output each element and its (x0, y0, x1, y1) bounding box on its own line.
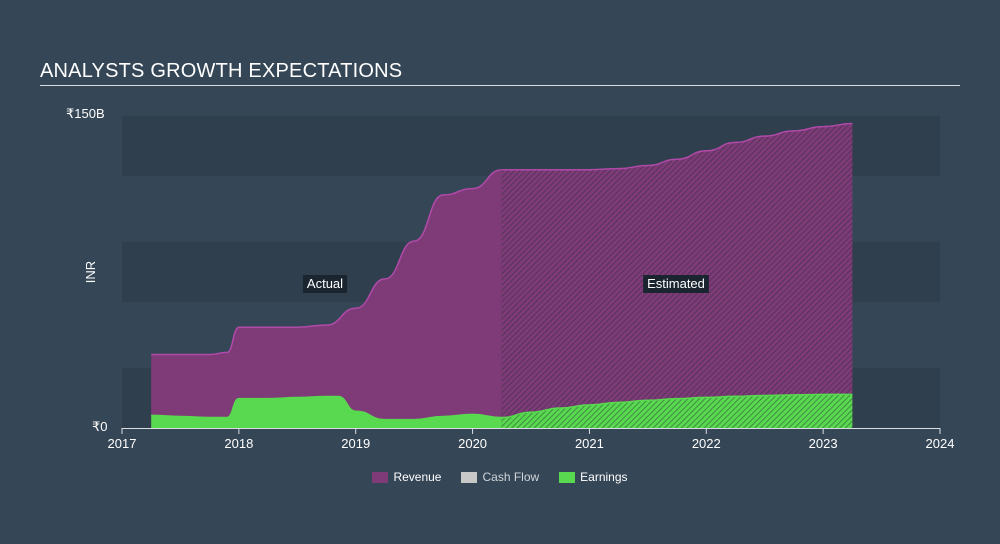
y-axis-label: INR (83, 261, 98, 283)
x-tick-label-2018: 2018 (224, 436, 253, 451)
title-divider (40, 85, 960, 86)
x-tick-label-2024: 2024 (926, 436, 955, 451)
x-axis: 2017 2018 2019 2020 2021 2022 2023 2024 (108, 428, 955, 451)
legend-item-cash-flow[interactable]: Cash Flow (461, 470, 539, 484)
earnings-hatch-estimated (501, 394, 853, 428)
revenue-area-actual (151, 169, 502, 428)
earnings-line-estimated (501, 393, 853, 419)
earnings-estimated (501, 393, 853, 428)
x-tick-label-2017: 2017 (108, 436, 137, 451)
legend-swatch-revenue (372, 471, 389, 483)
revenue-line-estimated (501, 122, 853, 171)
legend-item-revenue[interactable]: Revenue (372, 470, 441, 484)
x-tick-label-2019: 2019 (341, 436, 370, 451)
annotation-estimated-text: Estimated (647, 276, 705, 291)
earnings-actual (151, 395, 502, 428)
legend-item-earnings[interactable]: Earnings (559, 470, 628, 484)
earnings-line-actual (151, 395, 502, 421)
chart-title: ANALYSTS GROWTH EXPECTATIONS (40, 60, 403, 82)
legend-swatch-earnings (559, 471, 576, 483)
legend-label-revenue: Revenue (393, 470, 442, 484)
legend-label-cash-flow: Cash Flow (482, 470, 540, 484)
legend-swatch-cash-flow (461, 471, 478, 483)
y-tick-zero: ₹0 (92, 419, 108, 434)
x-tick-label-2020: 2020 (458, 436, 487, 451)
y-tick-top: ₹150B (66, 106, 105, 121)
x-tick-label-2022: 2022 (692, 436, 721, 451)
x-tick-label-2023: 2023 (809, 436, 838, 451)
legend: Revenue Cash Flow Earnings (0, 470, 1000, 484)
revenue-actual (151, 168, 502, 428)
revenue-line-actual (151, 168, 502, 356)
annotation-estimated: Estimated (643, 275, 709, 293)
annotation-actual: Actual (302, 275, 348, 293)
annotation-actual-text: Actual (307, 276, 343, 291)
legend-label-earnings: Earnings (580, 470, 628, 484)
x-tick-label-2021: 2021 (575, 436, 604, 451)
